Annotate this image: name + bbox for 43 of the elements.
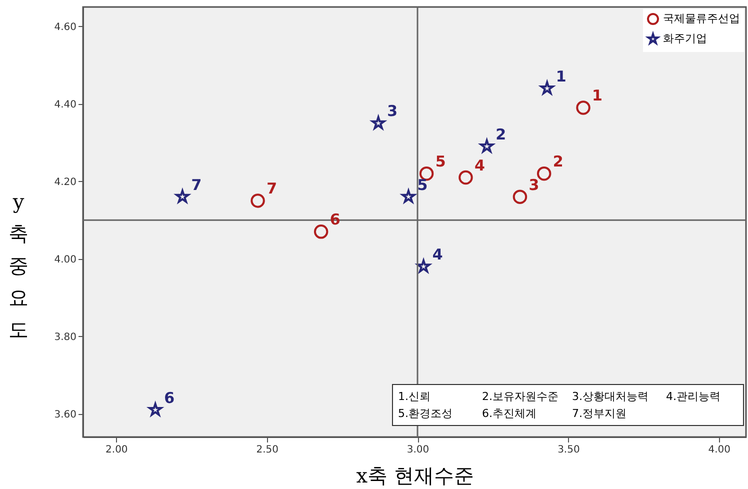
annotation: 5.환경조성 <box>398 406 454 422</box>
annotation: 2 <box>552 152 564 171</box>
annotation: 3.상황대처능력 <box>572 389 650 405</box>
legend-label: 국제물류주선업 <box>663 12 740 25</box>
annotation: 2 <box>496 125 506 144</box>
y-tick-label: 4.40 <box>54 99 76 110</box>
point <box>536 166 552 181</box>
point <box>250 194 265 208</box>
annotation: 4 <box>474 156 485 174</box>
annotation: 4 <box>432 246 443 264</box>
annotation: 3 <box>528 176 540 194</box>
annotation: 2.보유자원수준 <box>482 389 560 405</box>
annotation: 6.추진체계 <box>482 406 538 422</box>
point <box>512 190 528 204</box>
annotation: 5 <box>435 152 446 171</box>
annotation: 1 <box>556 67 566 86</box>
y-tick-label: 4.60 <box>54 22 76 33</box>
legend-label: 화주기업 <box>663 32 707 45</box>
annotation: 1 <box>592 86 602 105</box>
annotation: 7 <box>266 180 278 198</box>
annotation: 7.정부지원 <box>572 406 628 422</box>
point <box>314 224 328 239</box>
annotation: 3 <box>387 102 398 120</box>
annotation: 6 <box>164 388 175 407</box>
annotation: 1.신뢰 <box>398 389 432 405</box>
y-tick-label: 3.80 <box>54 332 76 343</box>
annotation: 5 <box>417 176 428 194</box>
y-tick-label: 4.00 <box>54 254 76 266</box>
x-tick-label: 3.50 <box>558 444 580 456</box>
point <box>419 166 434 181</box>
y-tick-label: 3.60 <box>54 409 76 420</box>
x-axis-title: x축 현재수준 <box>356 464 474 488</box>
x-tick-label: 4.00 <box>708 444 731 456</box>
point <box>458 170 473 185</box>
x-tick-label: 2.50 <box>256 444 278 456</box>
point <box>416 259 430 273</box>
y-axis-title: y축 중요도 <box>8 190 28 342</box>
annotation: 7 <box>191 176 202 194</box>
y-tick-label: 4.20 <box>54 176 76 188</box>
x-tick-label: 3.00 <box>406 444 430 456</box>
point <box>576 100 590 115</box>
x-tick-label: 2.00 <box>106 444 128 456</box>
annotation: 4.관리능력 <box>666 389 722 405</box>
